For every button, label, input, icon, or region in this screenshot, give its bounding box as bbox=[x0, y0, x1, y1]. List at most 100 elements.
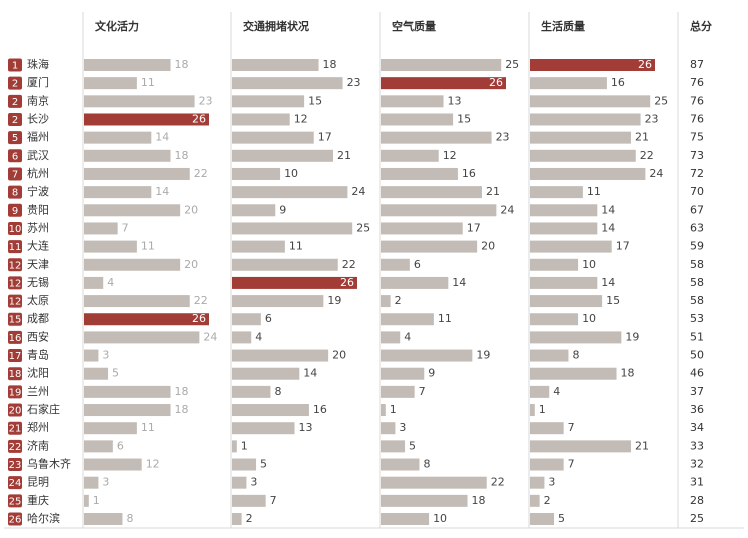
bar bbox=[530, 77, 607, 90]
bar bbox=[84, 95, 195, 108]
value-label: 8 bbox=[423, 458, 430, 471]
bar bbox=[84, 149, 171, 162]
city: 长沙 bbox=[27, 112, 49, 125]
value-label: 19 bbox=[625, 330, 639, 343]
bar bbox=[381, 149, 439, 162]
value-label: 18 bbox=[323, 58, 337, 71]
total: 34 bbox=[690, 421, 704, 434]
value-label: 21 bbox=[486, 185, 500, 198]
value-label: 20 bbox=[481, 240, 495, 253]
value-label: 18 bbox=[621, 367, 635, 380]
bar bbox=[530, 494, 540, 507]
value-label: 1 bbox=[93, 494, 100, 507]
bar bbox=[381, 440, 406, 453]
rank: 5 bbox=[12, 133, 18, 144]
bar bbox=[232, 77, 343, 90]
bar bbox=[381, 476, 487, 489]
value-label: 3 bbox=[102, 349, 109, 362]
rank-badge bbox=[8, 330, 22, 344]
value-label: 13 bbox=[448, 94, 462, 107]
city: 重庆 bbox=[27, 493, 49, 507]
bar bbox=[530, 385, 550, 398]
value-label: 3 bbox=[102, 476, 109, 489]
bar bbox=[84, 131, 152, 144]
bar bbox=[530, 476, 545, 489]
rank: 11 bbox=[9, 242, 22, 253]
city: 厦门 bbox=[27, 75, 49, 89]
value-label: 11 bbox=[141, 240, 155, 253]
value-label: 24 bbox=[649, 167, 663, 180]
value-label: 17 bbox=[467, 221, 481, 234]
rank-badge bbox=[8, 312, 22, 326]
value-label: 16 bbox=[462, 167, 476, 180]
value-label: 1 bbox=[539, 403, 546, 416]
city: 济南 bbox=[27, 438, 49, 452]
value-label: 4 bbox=[404, 330, 411, 343]
bar bbox=[84, 204, 181, 217]
bar bbox=[530, 440, 631, 453]
bar bbox=[84, 440, 113, 453]
bar bbox=[84, 258, 181, 271]
bar bbox=[232, 458, 257, 471]
rank-badge bbox=[8, 349, 22, 363]
rank: 19 bbox=[9, 387, 22, 398]
value-label: 23 bbox=[645, 112, 659, 125]
rank: 24 bbox=[9, 478, 22, 489]
bar bbox=[232, 422, 295, 435]
bar bbox=[530, 131, 631, 144]
bar bbox=[381, 276, 449, 289]
rank-badge bbox=[8, 185, 22, 199]
bar bbox=[84, 313, 209, 326]
rank: 2 bbox=[12, 79, 18, 90]
bar bbox=[84, 167, 190, 180]
value-label: 1 bbox=[390, 403, 397, 416]
bar bbox=[381, 222, 463, 235]
bar bbox=[530, 331, 622, 344]
total: 58 bbox=[690, 258, 704, 271]
total: 32 bbox=[690, 458, 704, 471]
rank: 2 bbox=[12, 97, 18, 108]
value-label: 1 bbox=[241, 439, 248, 452]
value-label: 20 bbox=[332, 349, 346, 362]
rank: 12 bbox=[9, 260, 22, 271]
value-label: 11 bbox=[438, 312, 452, 325]
bar bbox=[232, 186, 348, 199]
value-label: 3 bbox=[548, 476, 555, 489]
rank-badge bbox=[8, 512, 22, 526]
column-header: 总分 bbox=[690, 19, 712, 33]
bar bbox=[232, 295, 324, 308]
rank: 8 bbox=[12, 188, 18, 199]
bar bbox=[381, 385, 415, 398]
value-label: 14 bbox=[601, 221, 615, 234]
value-label: 3 bbox=[399, 421, 406, 434]
value-label: 26 bbox=[192, 112, 206, 125]
bar bbox=[84, 331, 200, 344]
rank: 9 bbox=[12, 206, 18, 217]
bar bbox=[84, 186, 152, 199]
value-label: 5 bbox=[260, 458, 267, 471]
total: 51 bbox=[690, 330, 704, 343]
rank: 12 bbox=[9, 278, 22, 289]
value-label: 5 bbox=[409, 439, 416, 452]
bar bbox=[530, 59, 655, 71]
column-header: 交通拥堵状况 bbox=[243, 19, 309, 33]
value-label: 8 bbox=[274, 385, 281, 398]
bar bbox=[84, 367, 109, 380]
value-label: 17 bbox=[318, 131, 332, 144]
value-label: 7 bbox=[568, 421, 575, 434]
city: 福州 bbox=[27, 130, 49, 144]
bar bbox=[232, 95, 305, 108]
rank-badge bbox=[8, 367, 22, 381]
total: 28 bbox=[690, 494, 704, 507]
bar bbox=[530, 349, 569, 362]
bar bbox=[530, 367, 617, 380]
value-label: 18 bbox=[175, 403, 189, 416]
rank-badge bbox=[8, 149, 22, 163]
city: 大连 bbox=[27, 239, 49, 253]
bar bbox=[232, 404, 309, 417]
value-label: 20 bbox=[184, 258, 198, 271]
rank-badge bbox=[8, 94, 22, 108]
bar bbox=[232, 204, 276, 217]
value-label: 18 bbox=[175, 385, 189, 398]
rank-badge bbox=[8, 476, 22, 490]
